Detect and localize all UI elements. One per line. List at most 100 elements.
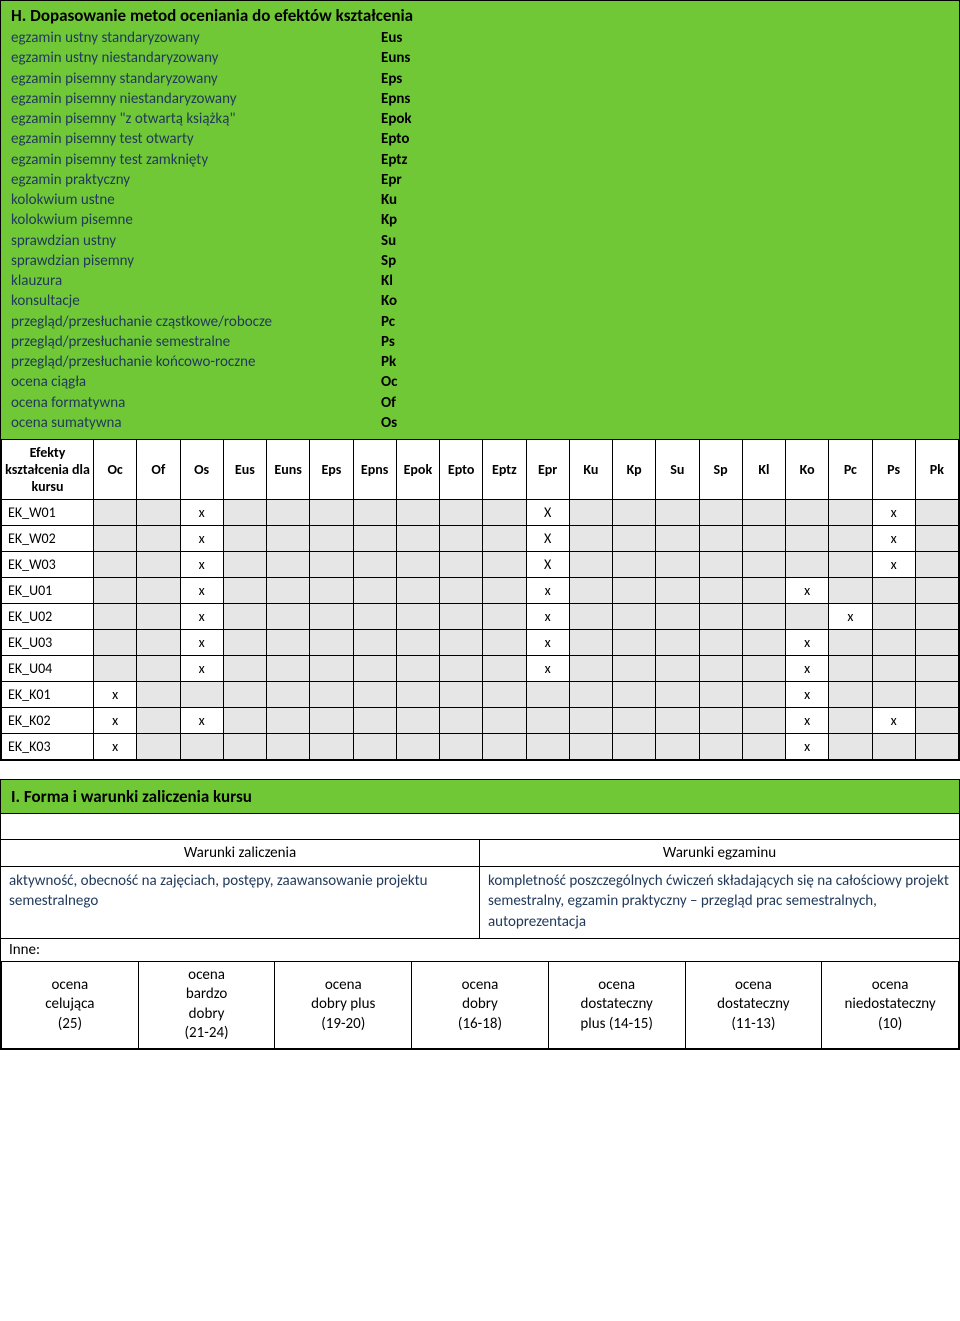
method-row: egzamin pisemny standaryzowanyEps — [11, 69, 949, 89]
method-row: ocena formatywnaOf — [11, 393, 949, 413]
matrix-cell — [267, 604, 310, 630]
matrix-row-label: EK_U03 — [2, 630, 94, 656]
matrix-cell: x — [526, 578, 569, 604]
matrix-cell — [483, 552, 526, 578]
matrix-cell — [353, 630, 396, 656]
method-code: Pk — [381, 352, 441, 372]
matrix-cell: x — [94, 734, 137, 760]
matrix-cell — [742, 578, 785, 604]
matrix-cell — [396, 604, 439, 630]
matrix-cell — [94, 526, 137, 552]
matrix-cell — [483, 682, 526, 708]
matrix-cell — [137, 682, 180, 708]
left-header: Warunki zaliczenia — [1, 840, 480, 866]
left-text: aktywność, obecność na zajęciach, postęp… — [1, 867, 480, 938]
matrix-row: EK_U02xxx — [2, 604, 959, 630]
matrix-row: EK_U01xxx — [2, 578, 959, 604]
matrix-cell: x — [526, 604, 569, 630]
matrix-cell — [483, 656, 526, 682]
matrix-row-label: EK_K01 — [2, 682, 94, 708]
matrix-cell — [267, 552, 310, 578]
matrix-cell: x — [872, 708, 915, 734]
matrix-cell — [396, 630, 439, 656]
matrix-cell — [396, 578, 439, 604]
matrix-cell: x — [786, 630, 829, 656]
matrix-cell — [137, 708, 180, 734]
grades-table: ocenacelująca(25)ocenabardzodobry(21-24)… — [1, 961, 959, 1049]
matrix-cell — [699, 578, 742, 604]
methods-list: egzamin ustny standaryzowanyEusegzamin u… — [1, 28, 959, 439]
matrix-cell — [223, 604, 266, 630]
method-label: egzamin ustny standaryzowany — [11, 28, 381, 48]
matrix-cell — [440, 682, 483, 708]
matrix-cell — [613, 734, 656, 760]
matrix-cell — [699, 734, 742, 760]
matrix-cell — [483, 604, 526, 630]
matrix-cell — [829, 552, 872, 578]
matrix-cell: x — [786, 656, 829, 682]
matrix-cell — [396, 526, 439, 552]
grade-cell: ocenadobry plus(19-20) — [275, 961, 412, 1048]
matrix-col-header: Ps — [872, 440, 915, 500]
method-row: przegląd/przesłuchanie semestralnePs — [11, 332, 949, 352]
matrix-col-header: Eps — [310, 440, 353, 500]
matrix-cell — [310, 526, 353, 552]
matrix-cell — [829, 630, 872, 656]
matrix-cell — [915, 656, 958, 682]
matrix-cell — [915, 682, 958, 708]
matrix-cell — [569, 526, 612, 552]
method-code: Os — [381, 413, 441, 433]
matrix-table: Efekty kształcenia dla kursuOcOfOsEusEun… — [1, 439, 959, 760]
matrix-cell — [94, 630, 137, 656]
matrix-cell — [353, 500, 396, 526]
matrix-row-label: EK_W01 — [2, 500, 94, 526]
matrix-cell — [915, 734, 958, 760]
matrix-col-header: Epns — [353, 440, 396, 500]
matrix-cell — [829, 526, 872, 552]
method-row: klauzuraKl — [11, 271, 949, 291]
matrix-cell — [656, 578, 699, 604]
matrix-cell: x — [94, 682, 137, 708]
matrix-cell — [267, 708, 310, 734]
matrix-cell — [353, 734, 396, 760]
matrix-cell — [483, 734, 526, 760]
method-label: egzamin pisemny niestandaryzowany — [11, 89, 381, 109]
matrix-cell — [223, 578, 266, 604]
matrix-cell — [699, 630, 742, 656]
matrix-cell — [180, 682, 223, 708]
matrix-col-header: Kl — [742, 440, 785, 500]
matrix-cell: x — [526, 656, 569, 682]
matrix-cell — [526, 682, 569, 708]
matrix-row-label: EK_K02 — [2, 708, 94, 734]
matrix-cell — [656, 682, 699, 708]
matrix-cell — [137, 500, 180, 526]
section-i-title: I. Forma i warunki zaliczenia kursu — [1, 780, 959, 814]
matrix-cell — [613, 578, 656, 604]
matrix-cell — [353, 708, 396, 734]
matrix-row-label: EK_U02 — [2, 604, 94, 630]
method-label: przegląd/przesłuchanie cząstkowe/robocze — [11, 312, 381, 332]
matrix-cell — [742, 526, 785, 552]
matrix-cell — [569, 682, 612, 708]
matrix-cell — [353, 656, 396, 682]
matrix-cell — [613, 682, 656, 708]
matrix-cell: x — [829, 604, 872, 630]
matrix-row: EK_U03xxx — [2, 630, 959, 656]
matrix-cell — [223, 526, 266, 552]
matrix-cell — [440, 578, 483, 604]
matrix-col-header: Eptz — [483, 440, 526, 500]
matrix-cell — [613, 552, 656, 578]
matrix-cell — [440, 552, 483, 578]
matrix-cell — [483, 630, 526, 656]
matrix-cell — [137, 734, 180, 760]
matrix-cell — [310, 630, 353, 656]
method-label: egzamin ustny niestandaryzowany — [11, 48, 381, 68]
matrix-cell — [613, 526, 656, 552]
method-label: przegląd/przesłuchanie semestralne — [11, 332, 381, 352]
matrix-cell — [613, 604, 656, 630]
matrix-cell — [569, 500, 612, 526]
method-label: ocena formatywna — [11, 393, 381, 413]
matrix-cell — [526, 708, 569, 734]
matrix-cell — [353, 578, 396, 604]
matrix-cell — [267, 526, 310, 552]
